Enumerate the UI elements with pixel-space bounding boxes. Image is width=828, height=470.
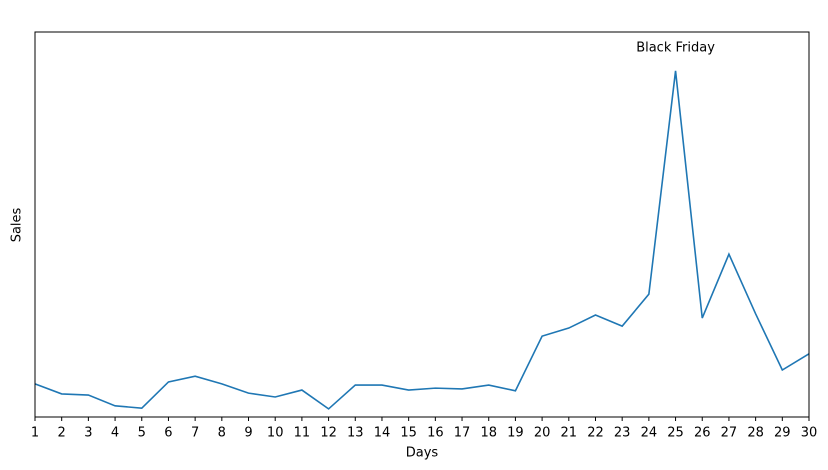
x-tick-label: 14 — [374, 426, 391, 441]
x-axis-label: Days — [406, 446, 439, 461]
x-tick-label: 16 — [427, 426, 444, 441]
x-tick-label: 20 — [534, 426, 551, 441]
x-tick-label: 23 — [614, 426, 631, 441]
x-tick-label: 8 — [218, 426, 226, 441]
x-tick-label: 29 — [774, 426, 791, 441]
x-tick-label: 15 — [400, 426, 417, 441]
x-tick-label: 30 — [801, 426, 818, 441]
y-axis-label: Sales — [10, 207, 25, 242]
x-tick-label: 11 — [294, 426, 311, 441]
line-series — [34, 70, 810, 410]
x-tick-label: 2 — [58, 426, 66, 441]
x-tick-label: 1 — [31, 426, 39, 441]
x-tick-label: 17 — [454, 426, 471, 441]
plot-frame — [34, 31, 810, 418]
x-tick-label: 26 — [694, 426, 711, 441]
x-tick-label: 13 — [347, 426, 364, 441]
x-tick-label: 19 — [507, 426, 524, 441]
x-tick-label: 6 — [164, 426, 172, 441]
x-tick-label: 4 — [111, 426, 119, 441]
x-tick-label: 28 — [747, 426, 764, 441]
x-tick-label: 7 — [191, 426, 199, 441]
x-tick-label: 22 — [587, 426, 604, 441]
x-tick-label: 9 — [244, 426, 252, 441]
x-tick-label: 3 — [84, 426, 92, 441]
x-tick-label: 21 — [561, 426, 578, 441]
x-tick-label: 24 — [641, 426, 658, 441]
x-tick-label: 27 — [721, 426, 738, 441]
x-tick-label: 5 — [138, 426, 146, 441]
x-tick-label: 18 — [480, 426, 497, 441]
x-tick-label: 10 — [267, 426, 284, 441]
x-tick-label: 12 — [320, 426, 337, 441]
annotation: Black Friday — [636, 41, 715, 56]
x-tick-label: 25 — [667, 426, 684, 441]
